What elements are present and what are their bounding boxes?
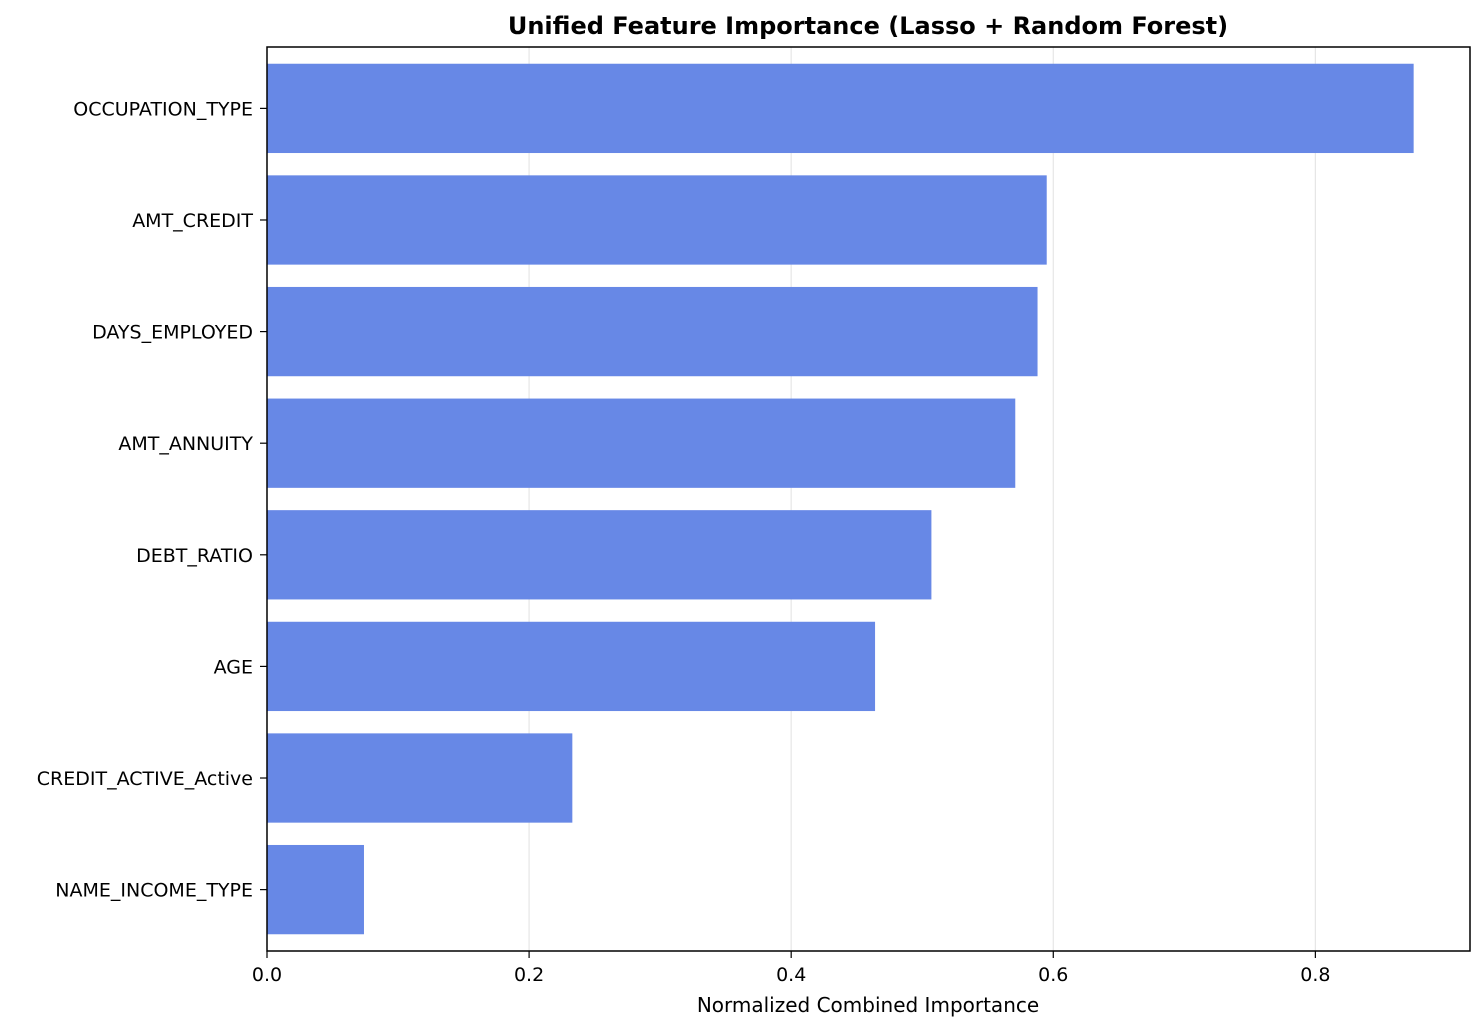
y-tick-label: AMT_CREDIT: [132, 210, 253, 232]
bar: [267, 844, 364, 935]
y-tick-label: DAYS_EMPLOYED: [92, 322, 253, 344]
y-tick-label: AGE: [214, 656, 253, 678]
bar: [267, 63, 1414, 154]
y-axis-ticks: OCCUPATION_TYPE AMT_CREDIT DAYS_EMPLOYED AM…: [37, 98, 267, 902]
y-tick-label: AMT_ANNUITY: [118, 433, 253, 455]
x-tick-label: 0.8: [1300, 964, 1330, 986]
bar: [267, 510, 932, 600]
x-tick-label: 0.4: [776, 964, 806, 986]
bar: [267, 398, 1016, 488]
x-tick-label: 0.0: [252, 964, 282, 986]
bar: [267, 286, 1038, 377]
bar: [267, 733, 573, 823]
bar: [267, 175, 1047, 265]
x-tick-label: 0.6: [1038, 964, 1068, 986]
chart-title: Unified Feature Importance (Lasso + Rand…: [508, 12, 1228, 40]
bars: [267, 63, 1414, 935]
x-axis-ticks: 0.0 0.2 0.4 0.6 0.8: [252, 951, 1330, 986]
bar: [267, 621, 876, 712]
plot-frame: [266, 46, 1471, 952]
x-axis-label: Normalized Combined Importance: [697, 993, 1039, 1017]
y-tick-label: OCCUPATION_TYPE: [73, 98, 253, 120]
x-tick-label: 0.2: [514, 964, 544, 986]
y-tick-label: DEBT_RATIO: [136, 545, 253, 567]
y-tick-label: CREDIT_ACTIVE_Active: [37, 768, 253, 790]
y-tick-label: NAME_INCOME_TYPE: [55, 880, 253, 902]
